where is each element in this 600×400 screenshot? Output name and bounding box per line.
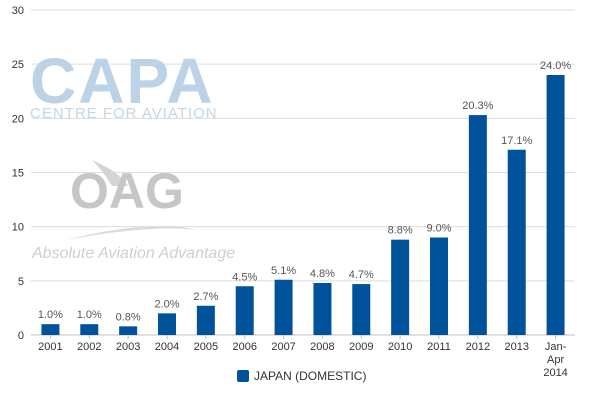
legend-swatch [237, 370, 249, 382]
x-tick-label: 2006 [232, 341, 256, 353]
y-tick-label: 30 [12, 5, 24, 17]
oag-watermark: OAG Absolute Aviation Advantage [31, 160, 235, 262]
data-label: 9.0% [426, 223, 451, 235]
x-axis: 2001 2002 2003 2004 2005 2006 2007 2008 2009 2010… [38, 335, 568, 379]
data-label: 20.3% [462, 100, 493, 112]
bar [274, 279, 293, 335]
y-tick-label: 5 [18, 276, 24, 288]
x-tick-label: 2007 [271, 341, 295, 353]
y-tick-label: 15 [12, 168, 24, 180]
x-tick-label: 2013 [504, 341, 528, 353]
bar [41, 324, 60, 335]
gridlines [31, 9, 575, 336]
x-tick-label: 2009 [349, 341, 373, 353]
oag-tagline-text: Absolute Aviation Advantage [31, 245, 235, 262]
bars [41, 75, 565, 335]
x-tick-label: 2005 [194, 341, 218, 353]
bar [235, 286, 254, 335]
x-tick-label: 2004 [155, 341, 179, 353]
oag-wing-icon [66, 225, 196, 240]
bar [391, 239, 410, 335]
bar [507, 149, 526, 335]
y-tick-label: 20 [12, 113, 24, 125]
data-label: 8.8% [388, 225, 413, 237]
x-tick-label: 2010 [388, 341, 412, 353]
data-label: 0.8% [116, 311, 141, 323]
data-label: 2.0% [154, 298, 179, 310]
y-tick-label: 10 [12, 222, 24, 234]
data-label: 24.0% [540, 60, 571, 72]
data-label: 5.1% [271, 265, 296, 277]
bar [352, 284, 371, 335]
data-label: 2.7% [193, 291, 218, 303]
bar [196, 305, 215, 335]
bar [468, 115, 487, 335]
bar [313, 283, 332, 335]
y-tick-label: 0 [18, 330, 24, 342]
bar [430, 237, 448, 335]
bar [158, 313, 176, 335]
x-tick-label: 2001 [38, 341, 62, 353]
bar [546, 75, 565, 335]
y-tick-label: 25 [12, 59, 24, 71]
x-tick-label: 2011 [427, 341, 451, 353]
x-tick-label: 2002 [77, 341, 101, 353]
capa-logo-text: CAPA [30, 45, 215, 117]
data-label: 17.1% [501, 135, 532, 147]
x-tick-label: 2003 [116, 341, 140, 353]
data-label: 1.0% [77, 309, 102, 321]
capa-subtitle-text: CENTRE FOR AVIATION [30, 105, 218, 122]
data-label: 4.7% [349, 269, 374, 281]
legend-label: JAPAN (DOMESTIC) [254, 369, 366, 383]
x-tick-label: 2012 [466, 341, 490, 353]
bar [119, 326, 138, 335]
oag-logo-text: OAG [70, 163, 184, 219]
data-label: 4.8% [310, 268, 335, 280]
oag-swoosh-icon [92, 160, 128, 186]
legend: JAPAN (DOMESTIC) [237, 369, 366, 383]
capa-watermark: CAPA CENTRE FOR AVIATION [30, 45, 218, 122]
data-labels: 1.0% 1.0% 0.8% 2.0% 2.7% 4.5% 5.1% 4.8% 4.7% 8.8%… [38, 60, 571, 323]
x-tick-label: Jan-Apr 2014 [543, 341, 567, 379]
data-label: 4.5% [232, 271, 257, 283]
y-axis: 0 5 10 15 20 25 30 [12, 5, 24, 342]
bar [80, 324, 99, 335]
data-label: 1.0% [38, 309, 63, 321]
x-tick-label: 2008 [310, 341, 334, 353]
